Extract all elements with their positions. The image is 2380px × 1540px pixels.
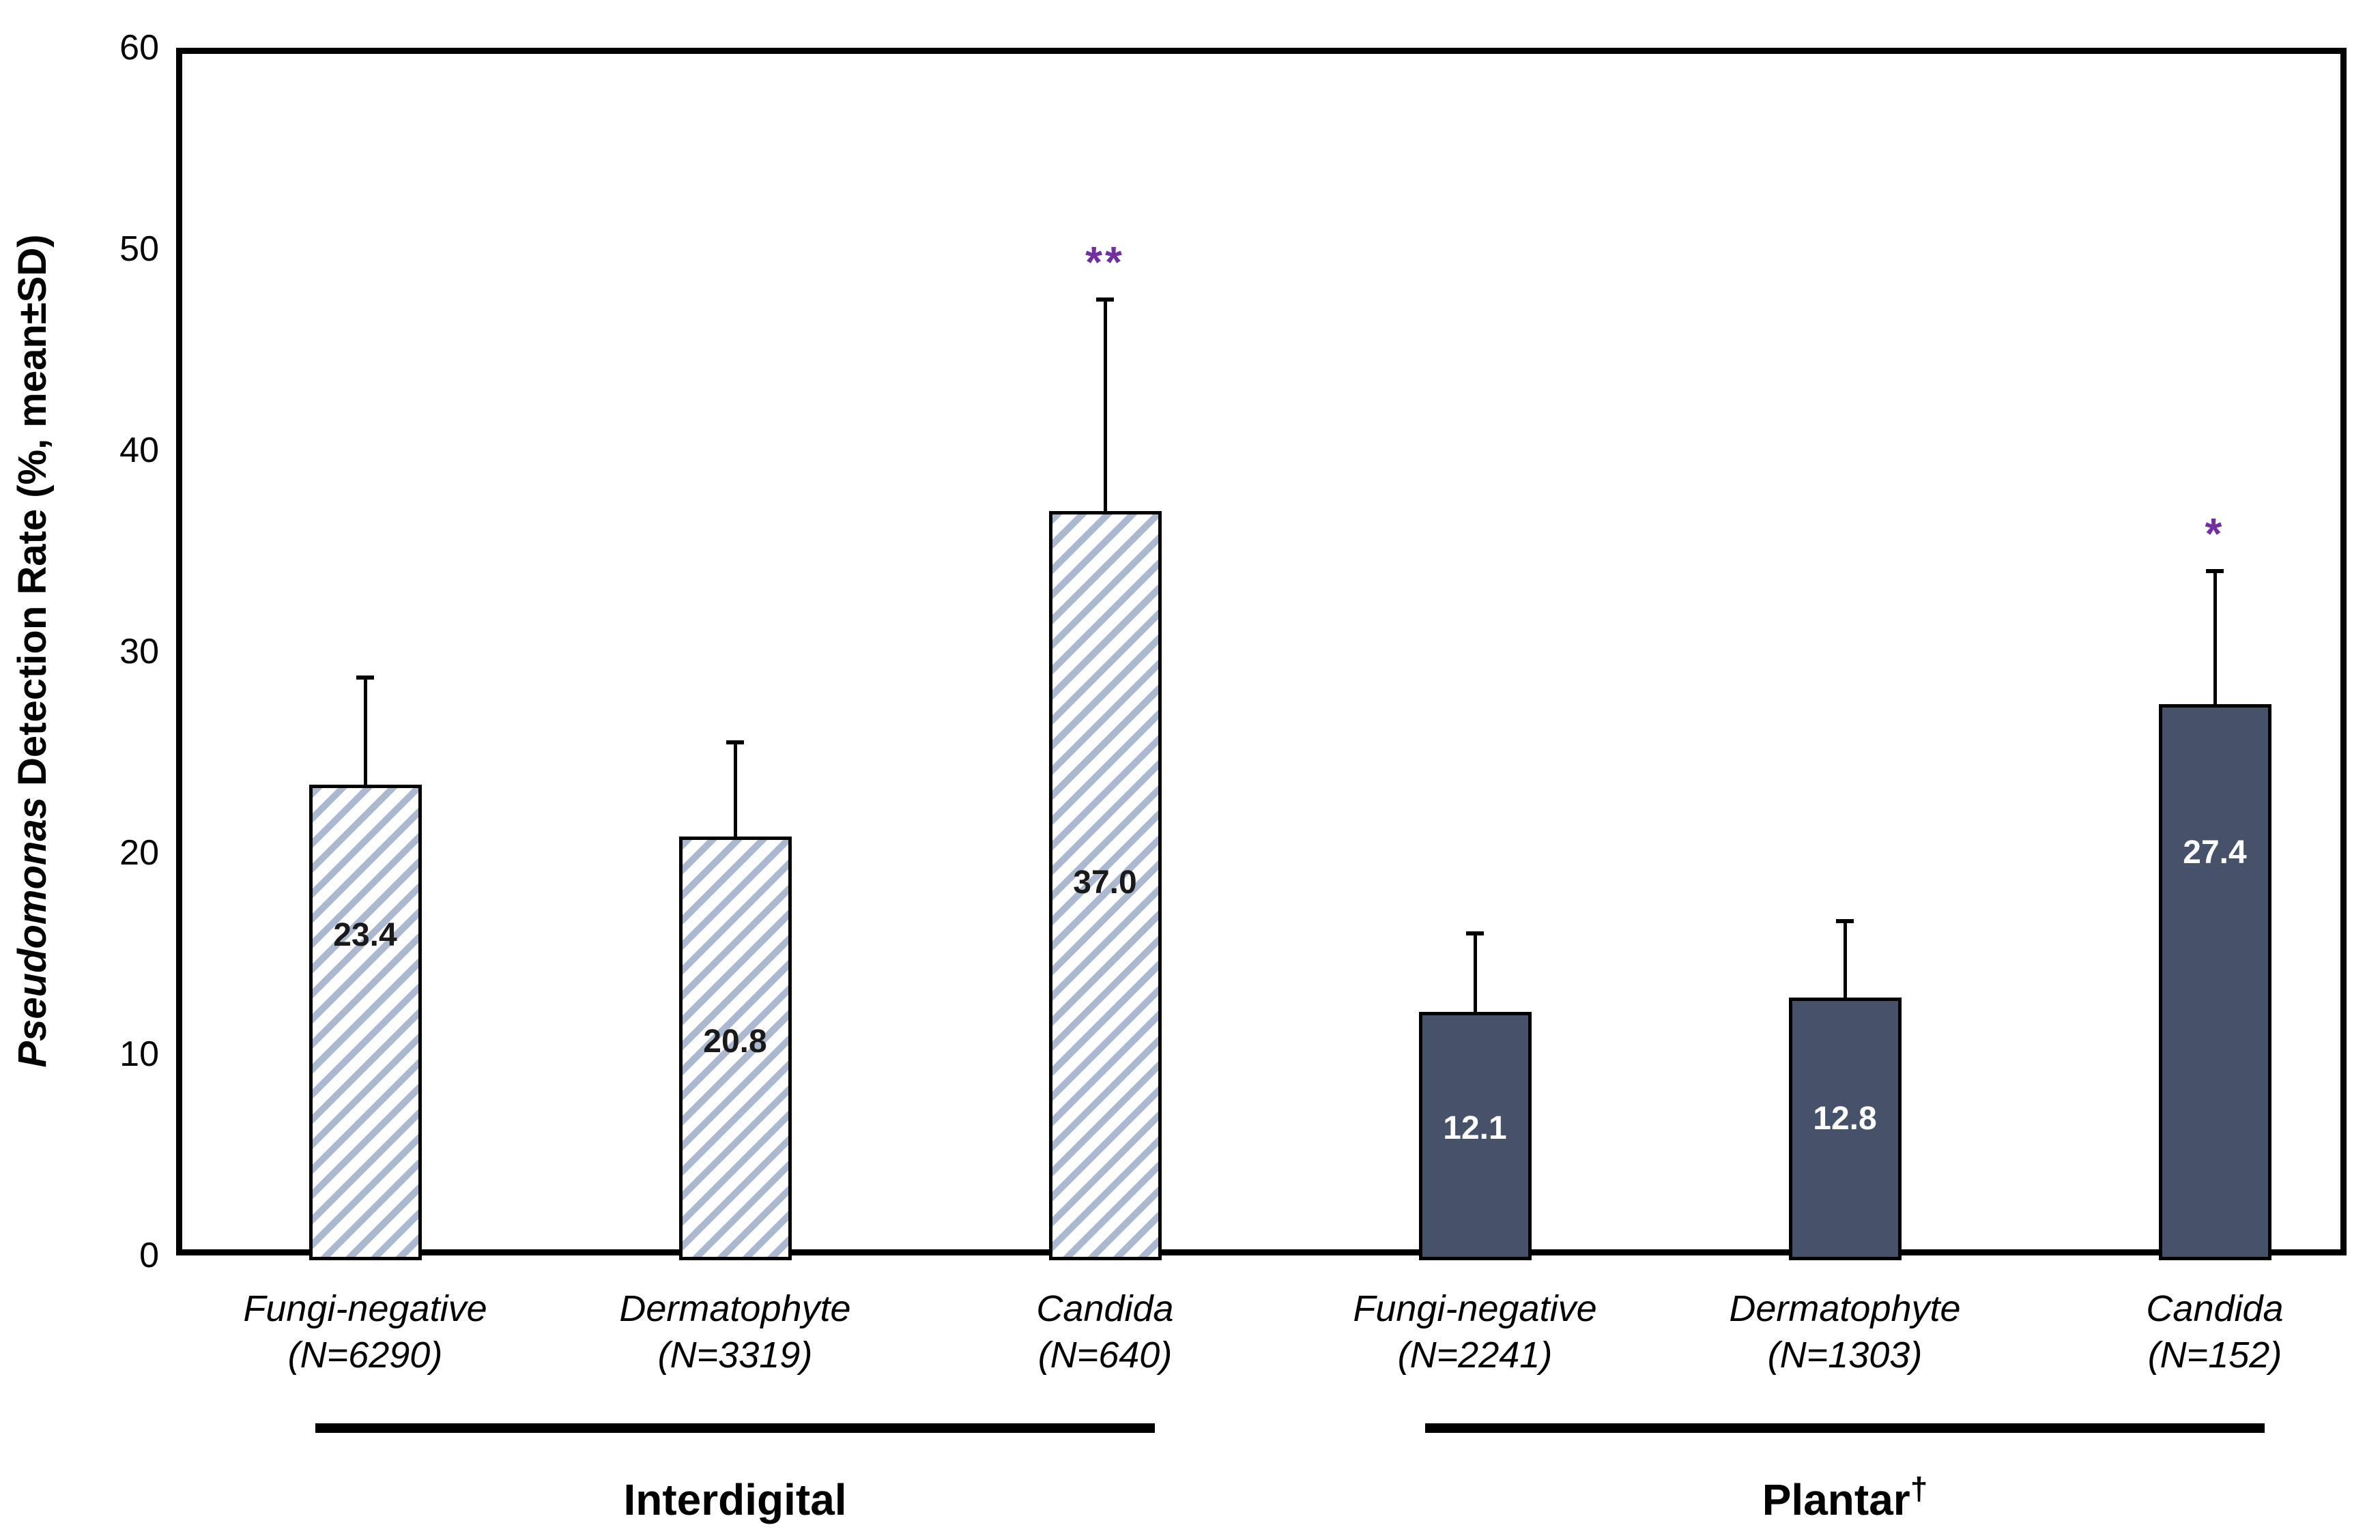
y-tick-label-40: 40 — [119, 431, 159, 470]
category-label-plantar-candida: Candida (N=152) — [2031, 1285, 2380, 1378]
bar-interdigital-candida — [1048, 510, 1162, 1260]
category-label-interdigital-dermatophyte: Dermatophyte (N=3319) — [551, 1285, 919, 1378]
error-bar-interdigital-fungi-negative — [364, 678, 367, 785]
error-bar-plantar-fungi-negative — [1474, 933, 1477, 1013]
y-tick-label-50: 50 — [119, 229, 159, 269]
y-tick-label-60: 60 — [119, 28, 159, 68]
group-label-interdigital: Interdigital — [462, 1472, 1008, 1527]
error-bar-cap-interdigital-candida — [1096, 297, 1114, 302]
group-label-text-interdigital: Interdigital — [623, 1475, 847, 1524]
y-axis-title-rest-part: Detection Rate (%, mean±SD) — [10, 234, 55, 798]
category-label-interdigital-fungi-negative: Fungi-negative (N=6290) — [181, 1285, 549, 1378]
value-label-plantar-candida: 27.4 — [2183, 834, 2247, 871]
y-tick-label-30: 30 — [119, 632, 159, 671]
plot-area — [176, 48, 2347, 1255]
category-label-line2-interdigital-candida: (N=640) — [1037, 1335, 1173, 1376]
y-tick-label-0: 0 — [139, 1236, 159, 1275]
significance-marker-interdigital-candida: ** — [1085, 237, 1125, 287]
error-bar-plantar-dermatophyte — [1844, 921, 1847, 998]
group-underline-interdigital — [315, 1423, 1155, 1433]
group-underline-plantar — [1425, 1423, 2265, 1433]
bar-interdigital-dermatophyte — [678, 837, 792, 1260]
value-label-interdigital-candida: 37.0 — [1073, 865, 1137, 901]
error-bar-cap-plantar-fungi-negative — [1466, 931, 1484, 935]
bar-interdigital-fungi-negative — [309, 784, 422, 1260]
category-label-line2-plantar-dermatophyte: (N=1303) — [1767, 1335, 1923, 1376]
bar-plantar-dermatophyte — [1788, 998, 1902, 1260]
group-label-dagger-plantar: † — [1910, 1470, 1928, 1507]
y-tick-label-10: 10 — [119, 1034, 159, 1074]
category-label-line1-plantar-fungi-negative: Fungi-negative — [1353, 1288, 1597, 1329]
category-label-line2-interdigital-fungi-negative: (N=6290) — [287, 1335, 443, 1376]
category-label-line2-plantar-candida: (N=152) — [2147, 1335, 2282, 1376]
value-label-plantar-dermatophyte: 12.8 — [1813, 1100, 1877, 1137]
error-bar-cap-plantar-candida — [2206, 569, 2224, 573]
error-bar-cap-plantar-dermatophyte — [1836, 919, 1854, 924]
category-label-interdigital-candida: Candida (N=640) — [921, 1285, 1289, 1378]
group-label-plantar: Plantar† — [1572, 1472, 2118, 1527]
category-label-line1-plantar-dermatophyte: Dermatophyte — [1729, 1288, 1961, 1329]
error-bar-cap-interdigital-fungi-negative — [356, 675, 374, 680]
category-label-line1-plantar-candida: Candida — [2146, 1288, 2284, 1329]
category-label-line2-interdigital-dermatophyte: (N=3319) — [657, 1335, 813, 1376]
bar-plantar-fungi-negative — [1418, 1012, 1532, 1260]
category-label-line1-interdigital-candida: Candida — [1036, 1288, 1174, 1329]
y-axis-title-italic-part: Pseudomonas — [10, 797, 55, 1068]
category-label-line2-plantar-fungi-negative: (N=2241) — [1397, 1335, 1553, 1376]
value-label-interdigital-fungi-negative: 23.4 — [333, 916, 397, 953]
category-label-line1-interdigital-fungi-negative: Fungi-negative — [243, 1288, 487, 1329]
category-label-line1-interdigital-dermatophyte: Dermatophyte — [619, 1288, 851, 1329]
category-label-plantar-fungi-negative: Fungi-negative (N=2241) — [1291, 1285, 1659, 1378]
category-label-plantar-dermatophyte: Dermatophyte (N=1303) — [1661, 1285, 2029, 1378]
error-bar-plantar-candida — [2213, 571, 2217, 704]
group-label-text-plantar: Plantar — [1762, 1475, 1910, 1524]
significance-marker-plantar-candida: * — [2205, 509, 2225, 558]
value-label-plantar-fungi-negative: 12.1 — [1443, 1110, 1507, 1147]
value-label-interdigital-dermatophyte: 20.8 — [703, 1023, 767, 1060]
y-tick-label-20: 20 — [119, 833, 159, 873]
bar-plantar-candida — [2158, 703, 2271, 1260]
error-bar-interdigital-candida — [1104, 299, 1107, 511]
error-bar-interdigital-dermatophyte — [734, 742, 737, 837]
error-bar-cap-interdigital-dermatophyte — [726, 740, 744, 744]
